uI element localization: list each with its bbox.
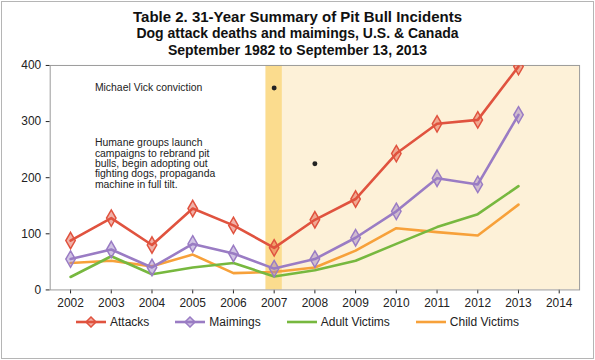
svg-text:2003: 2003 — [98, 296, 125, 310]
html-text:September 1982 to September 13: September 1982 to September 13, 2013 — [167, 42, 428, 58]
svg-text:2013: 2013 — [505, 296, 532, 310]
svg-text:2005: 2005 — [179, 296, 206, 310]
svg-text:Michael Vick conviction: Michael Vick conviction — [95, 82, 203, 93]
html-text:Maimings: Maimings — [209, 315, 261, 330]
svg-text:300: 300 — [21, 114, 41, 128]
svg-text:2012: 2012 — [465, 296, 492, 310]
html-text:Child Victims: Child Victims — [449, 315, 519, 330]
svg-text:200: 200 — [21, 171, 41, 185]
svg-text:100: 100 — [21, 227, 41, 241]
svg-text:2011: 2011 — [424, 296, 450, 310]
svg-text:2004: 2004 — [139, 296, 166, 310]
svg-text:2006: 2006 — [220, 296, 247, 310]
html-text:Adult Victims: Adult Victims — [320, 315, 390, 330]
html-text:Dog attack deaths and maimings: Dog attack deaths and maimings, U.S. & C… — [136, 25, 459, 41]
svg-text:0: 0 — [35, 283, 42, 297]
svg-text:2010: 2010 — [383, 296, 410, 310]
svg-text:2007: 2007 — [261, 296, 288, 310]
svg-text:2002: 2002 — [57, 296, 84, 310]
svg-text:400: 400 — [21, 59, 41, 72]
svg-text:Humane groups launchcampaigns: Humane groups launchcampaigns to rebrand… — [95, 137, 216, 190]
svg-text:2014: 2014 — [546, 296, 573, 310]
svg-text:2009: 2009 — [342, 296, 369, 310]
html-text:Attacks: Attacks — [110, 315, 150, 330]
svg-text:2008: 2008 — [302, 296, 329, 310]
html-text:Table 2. 31-Year Summary of Pi: Table 2. 31-Year Summary of Pit Bull Inc… — [133, 8, 462, 25]
